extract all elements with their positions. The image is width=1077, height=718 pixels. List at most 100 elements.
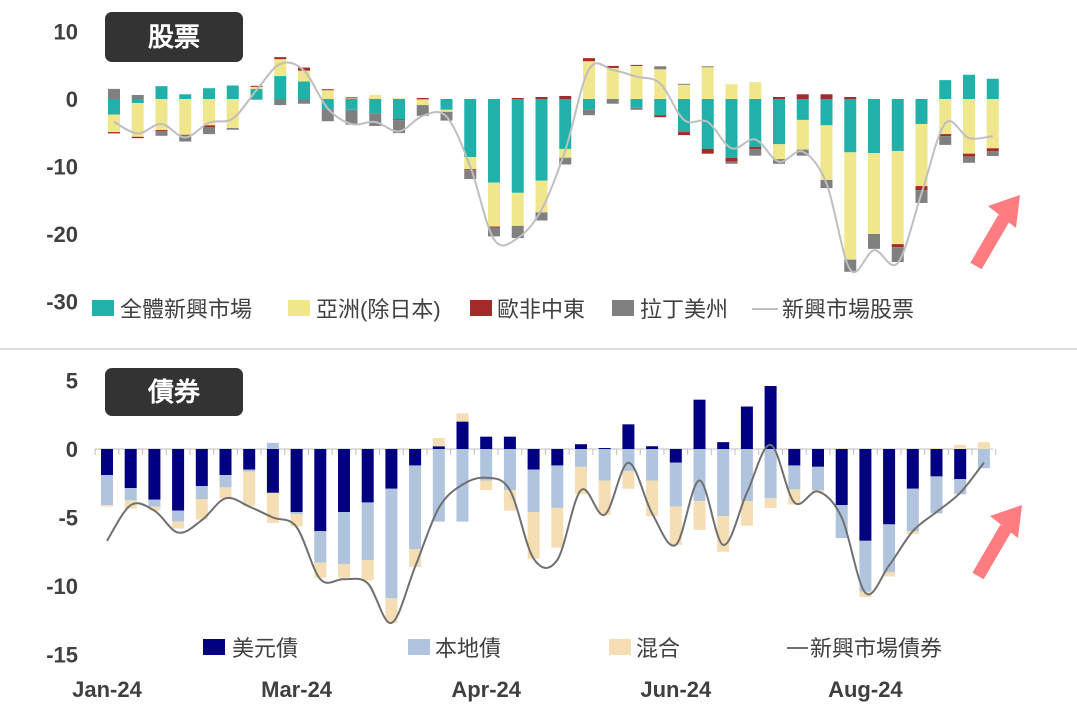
- bar-segment: [393, 99, 405, 120]
- bar-segment: [844, 96, 857, 99]
- bond-legend: 美元債 本地債 混合 新興市場債券: [203, 636, 942, 661]
- bar-segment: [219, 475, 232, 488]
- bar-segment: [583, 109, 595, 116]
- bar-segment: [646, 480, 659, 517]
- bar-segment: [654, 66, 667, 70]
- bar-segment: [551, 465, 564, 508]
- bar-segment: [622, 470, 635, 489]
- bar-segment: [764, 385, 777, 449]
- bar-segment: [250, 85, 263, 87]
- bar-segment: [148, 449, 161, 500]
- bar-segment: [298, 70, 310, 82]
- total-flow-line: [106, 443, 985, 624]
- bar-segment: [148, 499, 161, 507]
- bar-segment: [432, 449, 445, 522]
- bar-segment: [131, 99, 144, 104]
- bar-segment: [393, 119, 405, 121]
- bar-segment: [274, 57, 287, 60]
- bar-segment: [646, 449, 659, 481]
- bond-title-box: [105, 368, 243, 416]
- total-flow-line: [113, 61, 993, 274]
- bar-segment: [321, 89, 334, 91]
- bar-segment: [345, 109, 358, 125]
- y-tick-label: -20: [46, 222, 78, 247]
- bar-segment: [345, 98, 358, 99]
- bar-segment: [575, 466, 587, 495]
- bar-segment: [409, 449, 422, 466]
- bar-segment: [820, 94, 833, 99]
- bar-segment: [977, 449, 990, 469]
- equity-legend: 全體新興市場 亞洲(除日本) 歐非中東 拉丁美州 新興市場股票: [92, 297, 914, 322]
- bar-segment: [511, 97, 524, 99]
- bar-segment: [693, 501, 706, 530]
- bar-segment: [172, 521, 185, 529]
- bar-segment: [321, 90, 334, 99]
- x-tick-label: Aug-24: [828, 677, 903, 702]
- bar-segment: [630, 107, 643, 110]
- bar-segment: [432, 446, 445, 449]
- bar-segment: [820, 99, 833, 126]
- legend-label: 歐非中東: [497, 297, 585, 322]
- bar-segment: [361, 559, 374, 581]
- legend-swatch: [612, 300, 634, 316]
- bar-segment: [551, 507, 564, 548]
- bond-title: 債券: [147, 377, 201, 407]
- bar-segment: [868, 153, 880, 234]
- bar-segment: [155, 86, 168, 99]
- up-arrow-icon: [970, 195, 1020, 270]
- bar-segment: [290, 449, 303, 513]
- bar-segment: [108, 132, 120, 134]
- x-tick-label: Apr-24: [451, 677, 521, 702]
- bar-segment: [488, 227, 500, 237]
- bar-segment: [630, 65, 643, 99]
- bar-segment: [203, 127, 215, 135]
- bar-segment: [796, 99, 809, 120]
- bar-segment: [764, 498, 777, 508]
- bar-segment: [986, 78, 999, 99]
- bar-segment: [440, 99, 453, 110]
- bar-segment: [740, 501, 753, 526]
- y-tick-label: -30: [46, 290, 78, 315]
- bar-segment: [172, 510, 185, 522]
- bar-segment: [179, 99, 192, 135]
- y-tick-label: -5: [58, 506, 78, 531]
- bar-segment: [440, 109, 453, 112]
- legend-label: 本地債: [435, 636, 501, 661]
- bar-segment: [788, 465, 801, 490]
- bar-segment: [203, 99, 215, 126]
- bar-segment: [630, 64, 643, 66]
- bar-segment: [654, 99, 667, 116]
- legend-swatch: [288, 300, 310, 316]
- bar-segment: [464, 170, 477, 179]
- bar-segment: [219, 487, 232, 499]
- y-tick-label: 0: [66, 87, 78, 112]
- bar-segment: [416, 105, 429, 116]
- bar-segment: [654, 115, 667, 118]
- bar-segment: [203, 125, 215, 128]
- bar-segment: [195, 449, 208, 486]
- bar-segment: [385, 449, 398, 489]
- bar-segment: [954, 444, 967, 449]
- bar-segment: [488, 99, 500, 183]
- bar-segment: [977, 442, 990, 449]
- bar-segment: [226, 128, 239, 130]
- bar-segment: [891, 150, 904, 245]
- bar-segment: [101, 475, 113, 506]
- bar-segment: [250, 88, 263, 99]
- bar-segment: [915, 123, 928, 187]
- bar-segment: [480, 449, 493, 481]
- bar-segment: [274, 99, 287, 106]
- bar-segment: [583, 99, 595, 110]
- bar-segment: [701, 99, 714, 149]
- bar-segment: [503, 436, 516, 449]
- bar-segment: [915, 99, 928, 124]
- bar-segment: [939, 80, 952, 99]
- bar-segment: [527, 449, 540, 470]
- bar-segment: [598, 449, 611, 481]
- bar-segment: [226, 85, 239, 99]
- bar-segment: [606, 67, 619, 99]
- bar-segment: [678, 99, 690, 133]
- bar-segment: [773, 99, 785, 145]
- bar-segment: [131, 103, 144, 137]
